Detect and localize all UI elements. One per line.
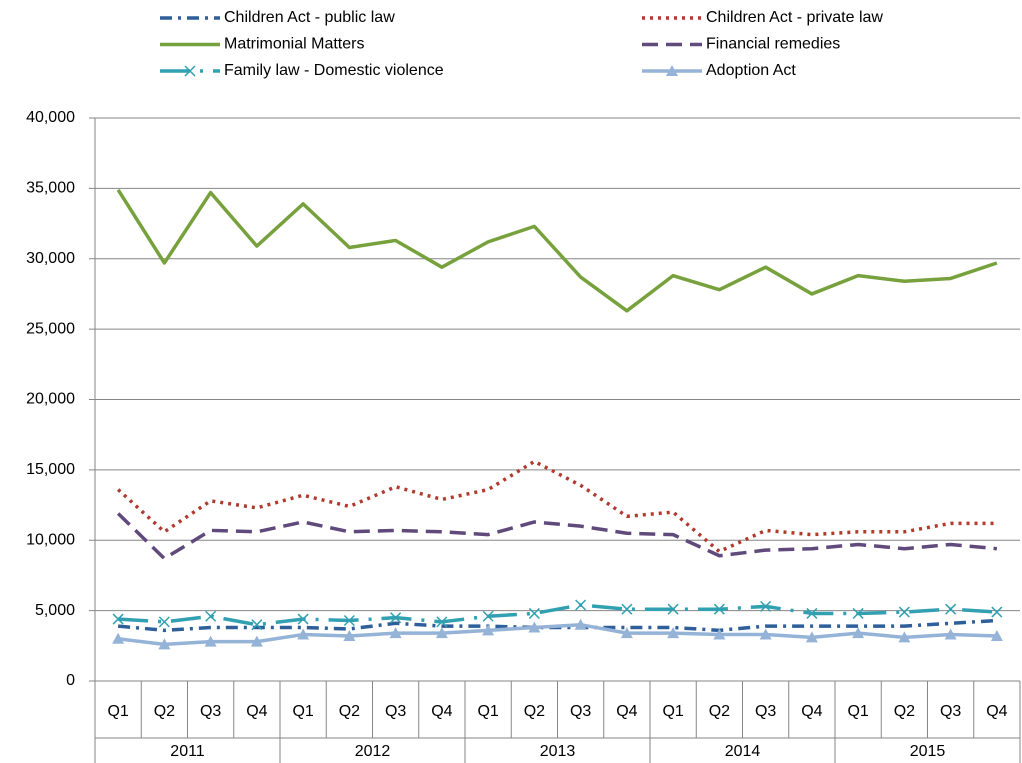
series-marker	[713, 628, 726, 640]
series-marker	[898, 631, 911, 643]
x-tick-label: Q4	[431, 703, 452, 720]
series-marker	[482, 610, 494, 622]
series-marker	[436, 616, 448, 628]
series-marker	[667, 603, 679, 615]
y-tick-label: 25,000	[26, 320, 75, 337]
x-group-label: 2015	[910, 743, 946, 760]
legend-marker	[666, 65, 678, 76]
x-group-label: 2011	[170, 743, 205, 760]
series-marker	[112, 613, 124, 625]
series-marker	[574, 618, 587, 630]
series-marker	[575, 599, 587, 611]
y-tick-label: 10,000	[26, 531, 75, 548]
series-marker	[390, 612, 402, 624]
legend-label: Children Act - private law	[706, 9, 883, 26]
series-line	[116, 188, 998, 313]
series-line	[118, 603, 997, 627]
series-marker	[343, 614, 355, 627]
y-tick-label: 30,000	[26, 250, 75, 267]
y-tick-label: 5,000	[35, 602, 75, 619]
series-marker	[297, 613, 309, 625]
x-tick-label: Q1	[662, 703, 683, 720]
series-marker	[205, 610, 217, 622]
series-marker	[991, 606, 1003, 618]
y-tick-label: 35,000	[26, 180, 75, 197]
series-marker	[667, 627, 680, 639]
x-tick-label: Q1	[292, 703, 313, 720]
series-marker	[990, 629, 1003, 641]
legend-label: Financial remedies	[706, 36, 840, 53]
x-tick-label: Q4	[986, 703, 1007, 720]
series-marker	[944, 628, 957, 640]
legend-marker	[184, 65, 196, 77]
series-line	[117, 622, 997, 647]
series-marker	[112, 632, 125, 644]
x-tick-label: Q4	[616, 703, 637, 720]
x-tick-label: Q1	[477, 703, 498, 720]
series-marker	[528, 607, 540, 619]
series-marker	[806, 607, 818, 619]
series-marker	[621, 603, 633, 615]
x-tick-label: Q2	[339, 703, 360, 720]
x-group-label: 2012	[355, 743, 391, 760]
x-tick-label: Q3	[570, 703, 591, 720]
series-marker	[898, 606, 910, 618]
x-tick-label: Q3	[200, 703, 221, 720]
series-marker	[297, 628, 310, 640]
x-tick-label: Q4	[246, 703, 267, 720]
y-tick-label: 40,000	[26, 109, 75, 126]
x-tick-label: Q4	[801, 703, 822, 720]
x-tick-label: Q3	[385, 703, 406, 720]
series-line	[116, 512, 998, 561]
series-marker	[250, 635, 263, 647]
x-tick-label: Q3	[940, 703, 961, 720]
series-marker	[528, 621, 541, 633]
x-tick-label: Q2	[524, 703, 545, 720]
y-tick-label: 15,000	[26, 461, 75, 478]
legend-label: Children Act - public law	[224, 9, 395, 26]
series-marker	[805, 631, 818, 643]
series-marker	[945, 603, 957, 615]
x-tick-label: Q1	[847, 703, 868, 720]
series-marker	[760, 600, 772, 612]
legend-label: Matrimonial Matters	[224, 36, 364, 53]
y-tick-label: 0	[66, 672, 75, 689]
series-marker	[852, 607, 864, 619]
x-tick-label: Q2	[709, 703, 730, 720]
x-tick-label: Q1	[107, 703, 128, 720]
series-marker	[759, 628, 772, 640]
series-marker	[204, 635, 217, 647]
series-marker	[482, 624, 495, 636]
series-marker	[158, 638, 171, 650]
series-line	[116, 459, 997, 554]
legend-label: Adoption Act	[706, 62, 796, 79]
x-group-label: 2013	[540, 743, 576, 760]
series-marker	[713, 603, 725, 615]
x-tick-label: Q2	[894, 703, 915, 720]
y-tick-label: 20,000	[26, 391, 75, 408]
series-marker	[389, 627, 402, 639]
x-group-label: 2014	[725, 743, 761, 760]
series-marker	[435, 627, 448, 639]
series-marker	[620, 627, 633, 639]
series-marker	[343, 629, 356, 641]
x-tick-label: Q3	[755, 703, 776, 720]
x-tick-label: Q2	[154, 703, 175, 720]
series-marker	[251, 619, 263, 631]
series-marker	[158, 616, 170, 628]
legend-label: Family law - Domestic violence	[224, 62, 444, 79]
series-marker	[852, 627, 865, 639]
